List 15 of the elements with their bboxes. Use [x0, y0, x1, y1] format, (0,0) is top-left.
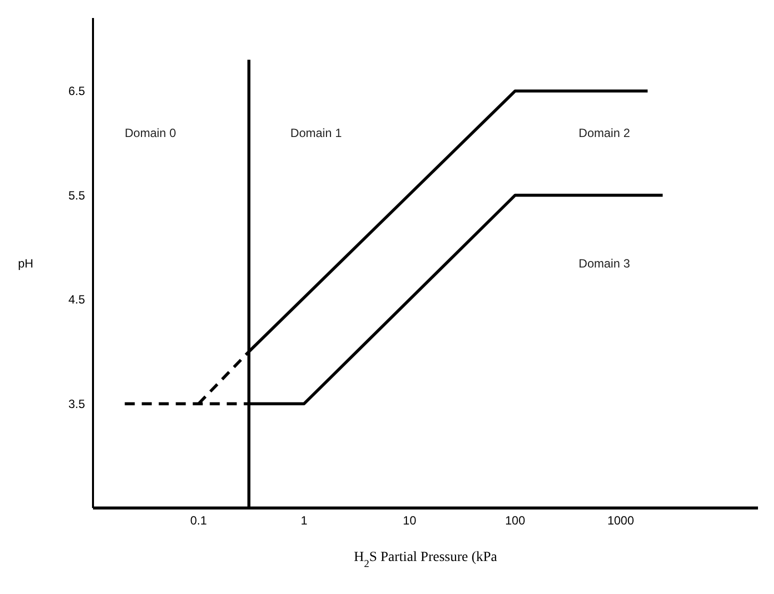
- x-tick-label: 10: [402, 514, 417, 528]
- y-axis-title: pH: [18, 256, 34, 270]
- x-tick-label: 100: [505, 514, 526, 528]
- x-tick-label: 0.1: [190, 514, 208, 528]
- y-tick-label: 4.5: [68, 292, 86, 307]
- annotation: Domain 1: [290, 126, 342, 140]
- annotation: Domain 0: [124, 126, 176, 140]
- y-tick-label: 5.5: [68, 188, 86, 202]
- x-tick-label: 1: [300, 514, 308, 528]
- y-tick-label: 6.5: [68, 84, 86, 98]
- y-tick-label: 3.5: [68, 397, 86, 412]
- annotation: Domain 2: [578, 126, 630, 140]
- x-tick-label: 1000: [607, 514, 634, 528]
- x-axis-title: H$_{2}$S Partial Pressure (kPa: [354, 550, 498, 570]
- annotation: Domain 3: [578, 256, 630, 270]
